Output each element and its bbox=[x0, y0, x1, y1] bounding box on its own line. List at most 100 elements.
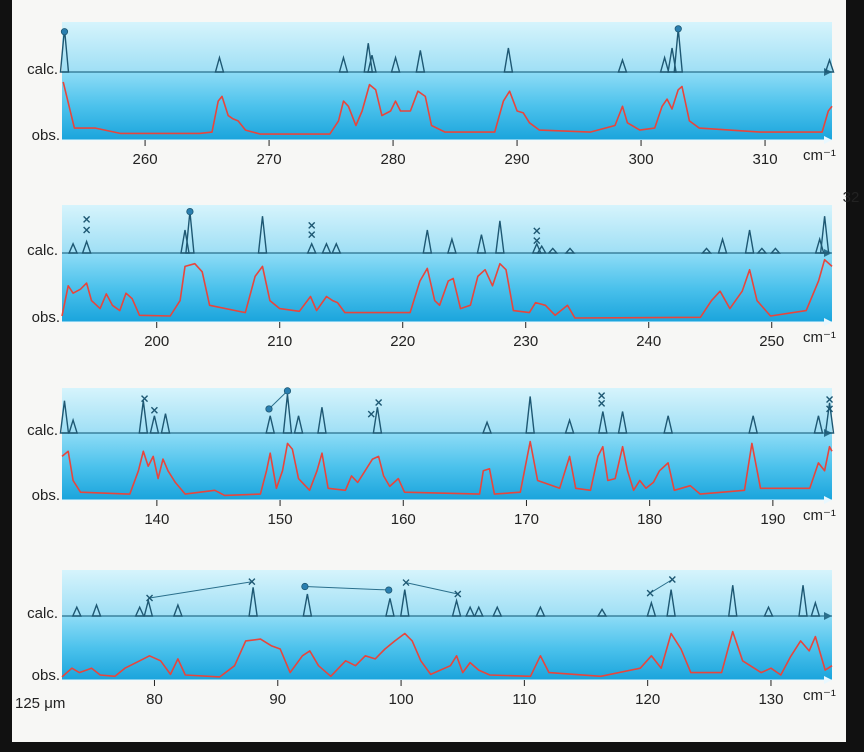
calc-peak bbox=[717, 236, 728, 254]
assignment-circle bbox=[186, 208, 194, 216]
calc-peak bbox=[659, 54, 670, 73]
calc-peak bbox=[756, 247, 768, 254]
calc-peak bbox=[385, 598, 395, 617]
calc-peak bbox=[160, 413, 171, 434]
x-tick-label: 160 bbox=[391, 511, 416, 528]
assignment-cross bbox=[402, 579, 410, 587]
calc-peak bbox=[81, 239, 92, 254]
calc-peak bbox=[91, 602, 102, 617]
calc-peak bbox=[473, 605, 484, 617]
calc-panel bbox=[62, 22, 832, 72]
calc-peak bbox=[59, 28, 70, 73]
calc-peak bbox=[667, 47, 677, 73]
assignment-cross bbox=[146, 594, 154, 602]
calc-peak bbox=[646, 600, 657, 617]
assignment-cross bbox=[308, 221, 316, 229]
calc-peak bbox=[465, 605, 476, 617]
calc-peak bbox=[138, 400, 149, 434]
calc-peak bbox=[476, 234, 487, 254]
calc-peak bbox=[331, 242, 342, 254]
calc-peak bbox=[321, 242, 332, 254]
x-tick-label: 140 bbox=[144, 511, 169, 528]
calc-peak bbox=[617, 411, 628, 434]
calc-peak bbox=[748, 415, 759, 434]
calc-peak bbox=[265, 415, 276, 434]
calc-panel bbox=[62, 205, 832, 253]
calc-peak bbox=[666, 589, 676, 617]
assignment-link bbox=[268, 390, 288, 410]
obs-line bbox=[61, 440, 833, 497]
assignment-cross bbox=[826, 405, 834, 413]
calc-peak bbox=[372, 407, 383, 434]
assignment-circle bbox=[674, 25, 682, 33]
calc-peak bbox=[492, 605, 503, 617]
assignment-cross bbox=[367, 410, 375, 418]
assignment-cross bbox=[454, 590, 462, 598]
calc-peak bbox=[810, 600, 821, 617]
assignment-link bbox=[649, 579, 673, 594]
calc-peak bbox=[367, 55, 377, 73]
calc-peak bbox=[531, 242, 542, 254]
x-tick-label: 240 bbox=[636, 333, 661, 350]
x-axis-label: cm⁻¹ bbox=[803, 687, 836, 704]
calc-peak bbox=[451, 597, 462, 617]
calc-peak bbox=[71, 605, 82, 617]
calc-peak bbox=[547, 247, 559, 254]
x-tick-label: 250 bbox=[759, 333, 784, 350]
x-tick-label: 300 bbox=[629, 151, 654, 168]
calc-peak bbox=[701, 247, 713, 254]
calc-peak bbox=[257, 216, 268, 254]
axis-arrow bbox=[824, 136, 832, 144]
calc-peak bbox=[503, 47, 514, 73]
calc-label: calc. bbox=[27, 242, 58, 259]
x-tick-label: 260 bbox=[133, 151, 158, 168]
x-tick-label: 170 bbox=[514, 511, 539, 528]
obs-panel bbox=[62, 616, 832, 680]
calc-peak bbox=[598, 411, 608, 434]
assignment-cross bbox=[375, 398, 383, 406]
calc-peak bbox=[214, 54, 225, 73]
calc-peak bbox=[282, 394, 293, 434]
calc-peak bbox=[68, 242, 79, 254]
x-axis-label: cm⁻¹ bbox=[803, 329, 836, 346]
x-tick-label: 150 bbox=[268, 511, 293, 528]
assignment-cross bbox=[533, 227, 541, 235]
x-tick-label: 290 bbox=[505, 151, 530, 168]
calc-peak bbox=[819, 216, 830, 254]
x-tick-label: 280 bbox=[381, 151, 406, 168]
calc-peak bbox=[446, 236, 457, 254]
calc-peak bbox=[422, 229, 433, 254]
x-tick-label: 310 bbox=[753, 151, 778, 168]
calc-peak bbox=[149, 415, 160, 434]
calc-peak bbox=[813, 415, 824, 434]
calc-peak bbox=[185, 211, 195, 254]
assignment-circle bbox=[301, 582, 309, 591]
assignment-circle bbox=[265, 405, 273, 413]
calc-peak bbox=[317, 407, 327, 434]
axis-arrow bbox=[824, 612, 832, 620]
axis-arrow bbox=[824, 496, 832, 504]
obs-label: obs. bbox=[32, 667, 60, 684]
obs-label: obs. bbox=[32, 487, 60, 504]
assignment-cross bbox=[668, 575, 676, 583]
calc-peak bbox=[663, 415, 674, 434]
obs-label: obs. bbox=[32, 309, 60, 326]
annotation: 125 μm bbox=[15, 695, 65, 712]
calc-peak bbox=[525, 396, 535, 434]
obs-label: obs. bbox=[32, 127, 60, 144]
calc-peak bbox=[143, 597, 154, 617]
calc-peak bbox=[415, 50, 426, 73]
x-tick-label: 110 bbox=[512, 691, 536, 708]
calc-peak bbox=[482, 420, 493, 434]
calc-panel bbox=[62, 388, 832, 433]
assignment-cross bbox=[598, 392, 606, 400]
x-axis-label: cm⁻¹ bbox=[803, 147, 836, 164]
assignment-cross bbox=[826, 395, 834, 403]
assignment-cross bbox=[83, 215, 91, 223]
calc-label: calc. bbox=[27, 605, 58, 622]
x-tick-label: 100 bbox=[389, 691, 414, 708]
calc-peak bbox=[134, 605, 145, 617]
assignment-circle bbox=[385, 586, 393, 594]
calc-peak bbox=[338, 54, 349, 73]
